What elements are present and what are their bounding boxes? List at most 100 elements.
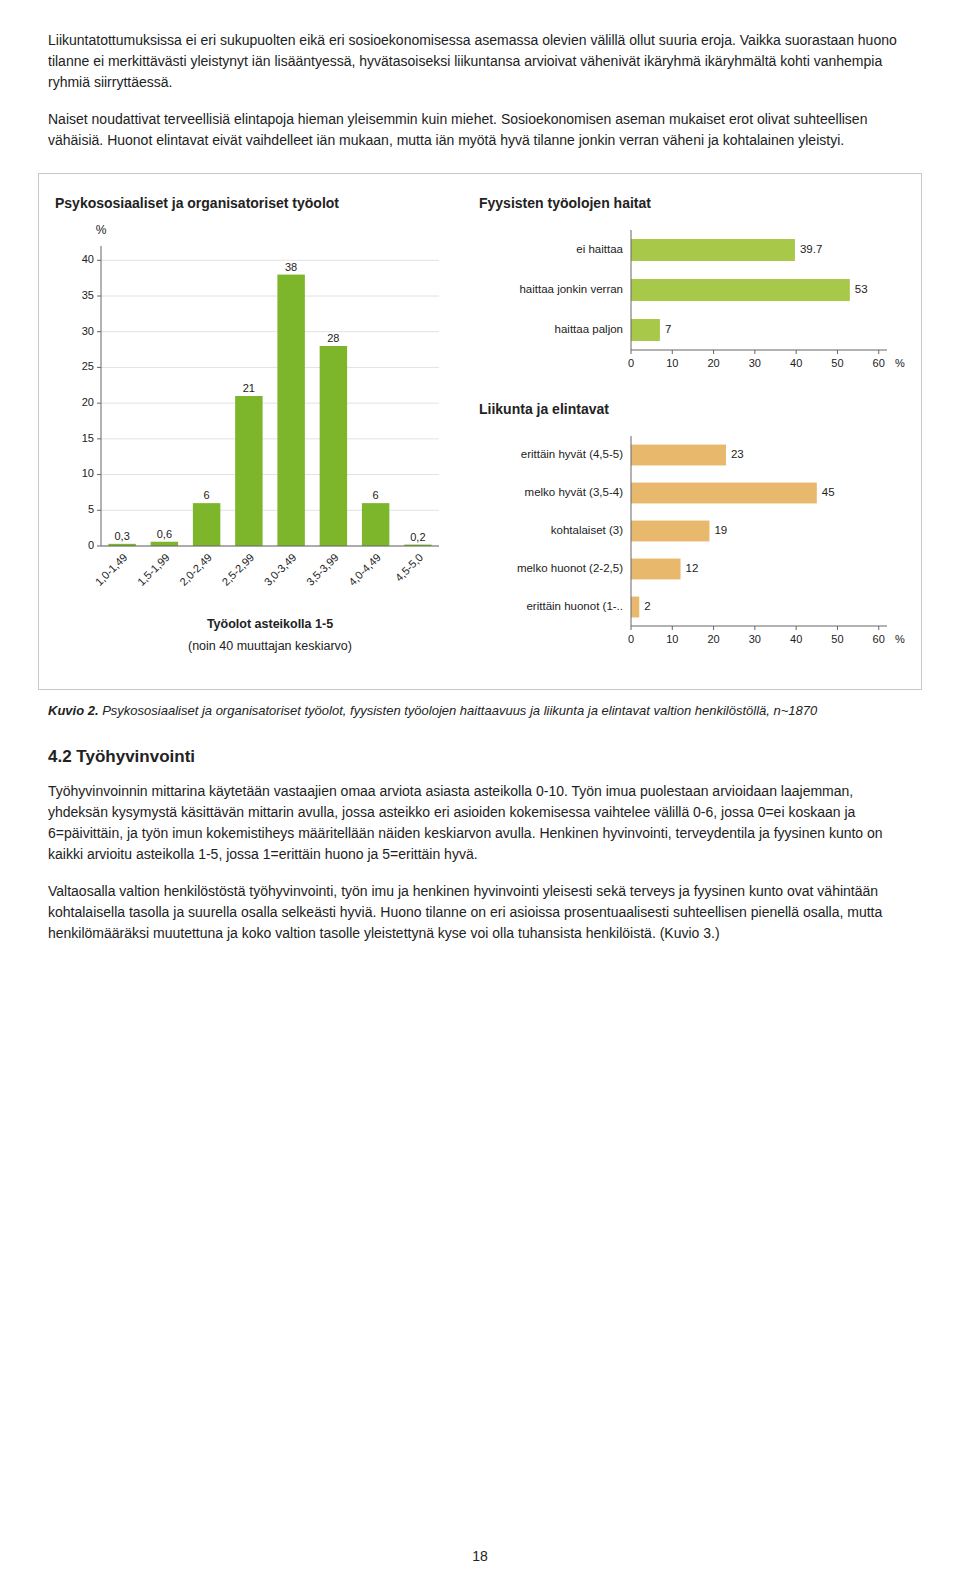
data-label: 12 (686, 562, 699, 574)
page: Liikuntatottumuksissa ei eri sukupuolten… (48, 30, 912, 960)
y-axis (631, 436, 632, 626)
grid-line (101, 367, 439, 368)
data-label: 0,6 (157, 528, 172, 540)
category-label: 3,0-3,49 (262, 551, 299, 588)
data-label: 23 (731, 448, 744, 460)
data-label: 45 (822, 486, 835, 498)
tick-label: 0 (628, 633, 634, 645)
tick (97, 510, 101, 511)
grid-line (101, 546, 439, 547)
x-label: % (895, 633, 905, 645)
grid-line (101, 474, 439, 475)
tick (837, 626, 838, 630)
bar (277, 275, 304, 546)
category-label: 4,5-5,0 (393, 551, 426, 584)
grid-line (101, 296, 439, 297)
x-label: Työolot asteikolla 1-5 (207, 617, 333, 631)
bar (631, 239, 795, 261)
paragraph: Naiset noudattivat terveellisiä elintapo… (48, 109, 912, 151)
category-label: kohtalaiset (3) (551, 524, 623, 536)
bars (631, 239, 850, 341)
data-label: 0,3 (114, 530, 129, 542)
caption: Kuvio 2. Psykososiaaliset ja organisator… (48, 702, 912, 721)
bar (631, 279, 850, 301)
tick (631, 350, 632, 354)
tick-label: 10 (666, 633, 678, 645)
bar (320, 346, 347, 546)
data-label: 19 (714, 524, 727, 536)
paragraph: Työhyvinvoinnin mittarina käytetään vast… (48, 781, 912, 865)
bar (151, 542, 178, 546)
chart-title: Psykososiaaliset ja organisatoriset työo… (55, 195, 339, 211)
tick-label: 15 (82, 432, 94, 444)
tick-label: 30 (749, 633, 761, 645)
data-label: 6 (373, 489, 379, 501)
data-label: 39.7 (800, 243, 822, 255)
category-label: ei haittaa (576, 243, 623, 255)
data-label: 2 (644, 600, 650, 612)
y-axis (631, 230, 632, 350)
tick-label: 50 (831, 633, 843, 645)
tick (796, 626, 797, 630)
tick-label: 25 (82, 360, 94, 372)
tick-label: 20 (707, 357, 719, 369)
tick-label: 0 (88, 539, 94, 551)
chart-title: Liikunta ja elintavat (479, 401, 609, 417)
bar (362, 503, 389, 546)
bars (108, 275, 431, 546)
tick (97, 367, 101, 368)
x-label: % (895, 357, 905, 369)
tick (754, 626, 755, 630)
tick-label: 35 (82, 289, 94, 301)
category-label: haittaa paljon (555, 323, 623, 335)
chart-title: Fyysisten työolojen haitat (479, 195, 651, 211)
tick-label: 30 (82, 325, 94, 337)
section-title: 4.2 Työhyvinvointi (48, 747, 912, 767)
tick (713, 350, 714, 354)
caption-text: Psykososiaaliset ja organisatoriset työo… (99, 703, 818, 718)
bar (631, 559, 681, 580)
bar (631, 445, 726, 466)
data-label: 6 (204, 489, 210, 501)
grid-line (101, 260, 439, 261)
data-label: 7 (665, 323, 671, 335)
tick (97, 438, 101, 439)
charts: Psykososiaaliset ja organisatoriset työo… (39, 174, 921, 689)
x-axis (101, 546, 439, 547)
category-label: erittäin huonot (1-.. (526, 600, 623, 612)
tick (97, 260, 101, 261)
tick-label: 30 (749, 357, 761, 369)
data-label: 38 (285, 261, 297, 273)
tick-label: 10 (82, 467, 94, 479)
grid-line (101, 331, 439, 332)
tick-label: 40 (82, 253, 94, 265)
tick (754, 350, 755, 354)
tick (97, 331, 101, 332)
data-label: 28 (327, 332, 339, 344)
grid-line (101, 438, 439, 439)
y-axis (101, 246, 102, 546)
data-label: 0,2 (410, 531, 425, 543)
paragraph: Liikuntatottumuksissa ei eri sukupuolten… (48, 30, 912, 93)
tick-label: 40 (790, 357, 802, 369)
bar (631, 521, 709, 542)
tick (97, 403, 101, 404)
category-label: 3,5-3,99 (304, 551, 341, 588)
tick (672, 626, 673, 630)
tick-label: 20 (707, 633, 719, 645)
y-label: % (96, 223, 107, 237)
tick (837, 350, 838, 354)
tick (878, 626, 879, 630)
caption-label: Kuvio 2. (48, 703, 99, 718)
tick (796, 350, 797, 354)
bar (631, 483, 817, 504)
chart-box: Psykososiaaliset ja organisatoriset työo… (38, 173, 922, 690)
chart: Fyysisten työolojen haitat01020304050603… (479, 195, 905, 369)
chart: Psykososiaaliset ja organisatoriset työo… (55, 195, 439, 653)
tick (878, 350, 879, 354)
grid-line (101, 403, 439, 404)
category-label: melko hyvät (3,5-4) (525, 486, 624, 498)
data-label: 53 (855, 283, 868, 295)
tick-label: 60 (873, 357, 885, 369)
category-label: 2,0-2,49 (177, 551, 214, 588)
